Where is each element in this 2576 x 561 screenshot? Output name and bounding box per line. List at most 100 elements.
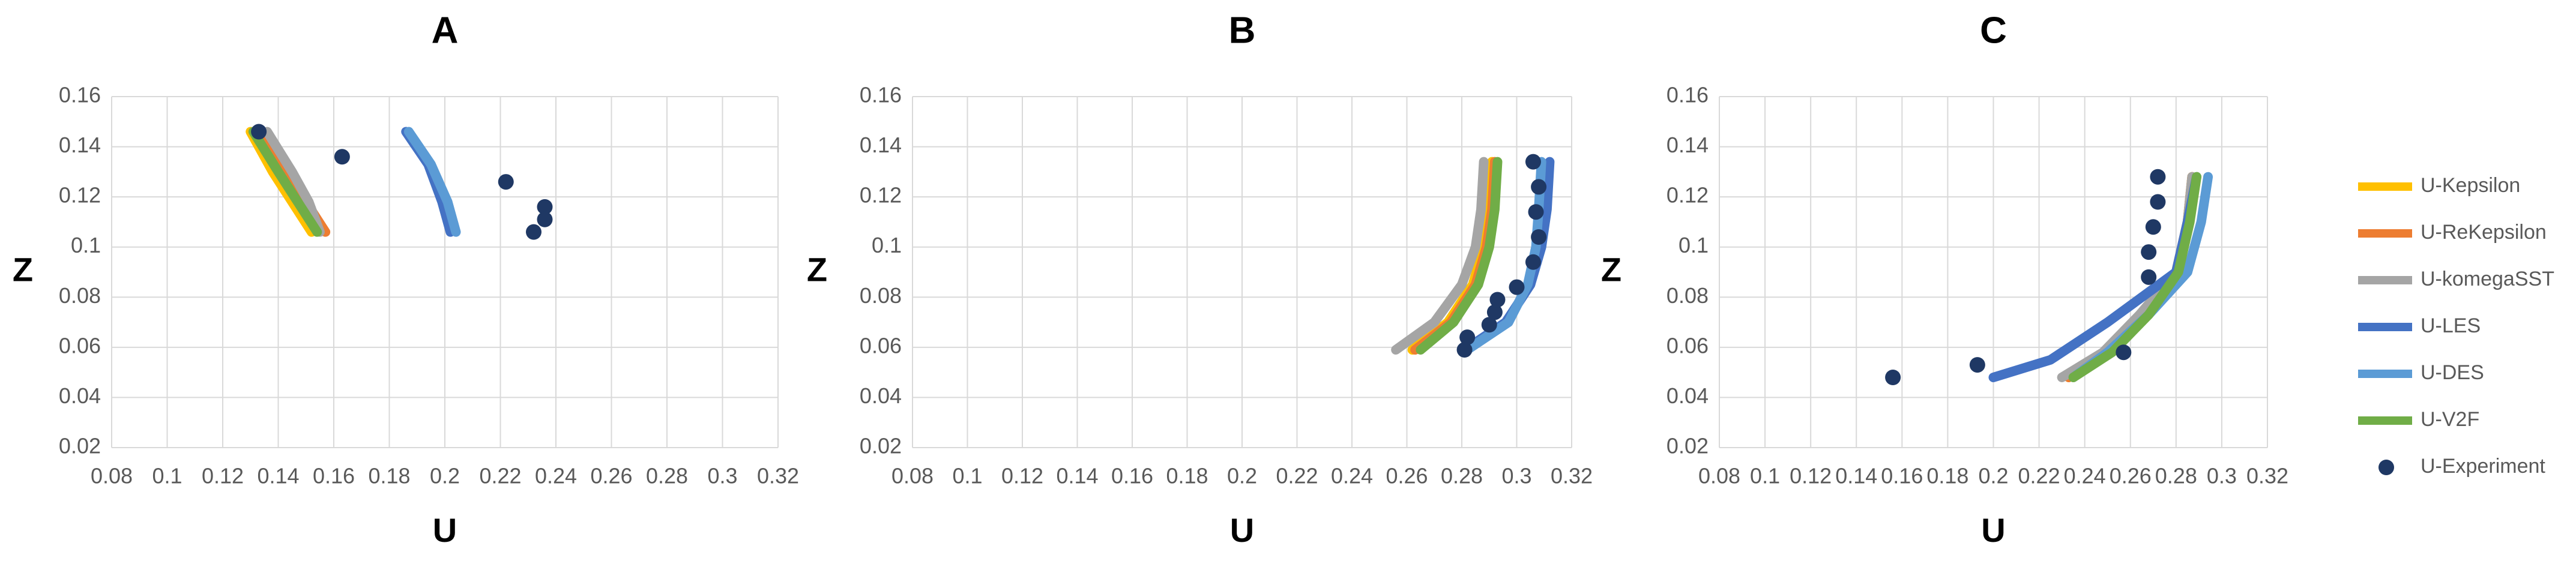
y-tick-label: 0.02 (59, 434, 101, 458)
x-tick-label: 0.08 (1698, 464, 1740, 488)
data-line (1391, 157, 1489, 355)
x-tick-label: 0.12 (1001, 464, 1043, 488)
x-tick-label: 0.16 (313, 464, 355, 488)
chart-title: C (1980, 10, 2007, 51)
data-point (2150, 194, 2166, 210)
data-point (1459, 329, 1476, 346)
legend-label: U-V2F (2421, 408, 2479, 431)
y-tick-label: 0.12 (860, 183, 902, 208)
y-tick-label: 0.12 (1667, 183, 1709, 208)
data-point (537, 199, 553, 215)
x-tick-label: 0.16 (1111, 464, 1153, 488)
x-tick-label: 0.14 (1056, 464, 1098, 488)
data-line (2068, 172, 2202, 382)
x-tick-label: 0.3 (2207, 464, 2237, 488)
data-point (1481, 317, 1497, 333)
data-point (334, 149, 350, 165)
x-tick-label: 0.2 (430, 464, 460, 488)
y-tick-label: 0.16 (59, 83, 101, 107)
legend-marker (2378, 460, 2394, 475)
legend-label: U-komegaSST (2421, 268, 2554, 290)
x-tick-label: 0.12 (202, 464, 244, 488)
chart-title: A (432, 10, 459, 51)
y-tick-label: 0.06 (1667, 333, 1709, 358)
x-tick-label: 0.3 (707, 464, 737, 488)
legend-label: U-Experiment (2421, 455, 2545, 478)
y-tick-label: 0.14 (860, 133, 902, 157)
x-tick-label: 0.26 (590, 464, 632, 488)
x-tick-label: 0.24 (535, 464, 577, 488)
x-tick-label: 0.32 (757, 464, 799, 488)
x-tick-label: 0.1 (1750, 464, 1780, 488)
x-tick-label: 0.1 (152, 464, 182, 488)
y-tick-label: 0.16 (860, 83, 902, 107)
chart-title: B (1229, 10, 1256, 51)
y-axis-title: Z (807, 250, 827, 288)
y-tick-label: 0.1 (872, 233, 902, 257)
y-axis-title: Z (13, 250, 33, 288)
data-point (1528, 204, 1544, 220)
y-tick-label: 0.16 (1667, 83, 1709, 107)
x-tick-label: 0.32 (2246, 464, 2288, 488)
x-tick-label: 0.12 (1790, 464, 1832, 488)
x-axis-title: U (433, 511, 457, 549)
x-tick-label: 0.24 (2064, 464, 2106, 488)
legend-label: U-DES (2421, 361, 2484, 384)
y-tick-label: 0.08 (1667, 283, 1709, 308)
x-tick-label: 0.16 (1881, 464, 1923, 488)
data-point (1969, 357, 1985, 373)
x-tick-label: 0.28 (2155, 464, 2197, 488)
x-tick-label: 0.08 (91, 464, 133, 488)
x-tick-label: 0.28 (646, 464, 688, 488)
data-line (248, 127, 322, 237)
panel: B U Z 0.08 0.1 0.12 0.14 0.16 0.18 0.2 0.22 0.24 0.2… (807, 10, 1593, 548)
x-tick-label: 0.24 (1331, 464, 1373, 488)
data-point (1525, 154, 1541, 170)
data-point (1456, 342, 1473, 358)
y-tick-label: 0.12 (59, 183, 101, 208)
data-point (1509, 279, 1525, 295)
y-tick-label: 0.02 (1667, 434, 1709, 458)
x-tick-label: 0.28 (1441, 464, 1483, 488)
y-tick-label: 0.14 (1667, 133, 1709, 157)
data-line (1416, 157, 1503, 355)
y-tick-label: 0.1 (1679, 233, 1709, 257)
data-line (403, 127, 461, 237)
x-tick-label: 0.18 (368, 464, 410, 488)
panel: A U Z 0.08 0.1 0.12 0.14 0.16 0.18 0.2 0.22 0.24 0.2… (13, 10, 799, 548)
data-point (498, 174, 514, 190)
legend-label: U-Kepsilon (2421, 174, 2520, 197)
y-tick-label: 0.02 (860, 434, 902, 458)
x-tick-label: 0.18 (1166, 464, 1208, 488)
x-tick-label: 0.22 (1276, 464, 1318, 488)
x-tick-label: 0.22 (479, 464, 521, 488)
data-point (2150, 169, 2166, 185)
data-point (2141, 269, 2157, 285)
data-point (537, 211, 553, 227)
x-tick-label: 0.32 (1551, 464, 1593, 488)
y-tick-label: 0.06 (59, 333, 101, 358)
x-tick-label: 0.2 (1227, 464, 1257, 488)
y-axis-title: Z (1601, 250, 1621, 288)
data-point (1531, 229, 1547, 245)
x-axis-title: U (1230, 511, 1254, 549)
x-tick-label: 0.26 (2110, 464, 2152, 488)
x-tick-label: 0.18 (1926, 464, 1968, 488)
legend-label: U-ReKepsilon (2421, 221, 2547, 244)
x-axis-title: U (1981, 511, 2005, 549)
data-point (2116, 344, 2132, 361)
x-tick-label: 0.14 (1835, 464, 1877, 488)
x-tick-label: 0.3 (1501, 464, 1531, 488)
y-tick-label: 0.06 (860, 333, 902, 358)
data-point (1489, 292, 1506, 308)
data-point (251, 124, 267, 140)
data-point (526, 224, 541, 240)
x-tick-label: 0.26 (1386, 464, 1428, 488)
y-tick-label: 0.04 (59, 383, 101, 408)
y-tick-label: 0.1 (71, 233, 101, 257)
x-tick-label: 0.14 (257, 464, 299, 488)
data-point (1525, 254, 1541, 270)
data-point (1486, 304, 1503, 320)
